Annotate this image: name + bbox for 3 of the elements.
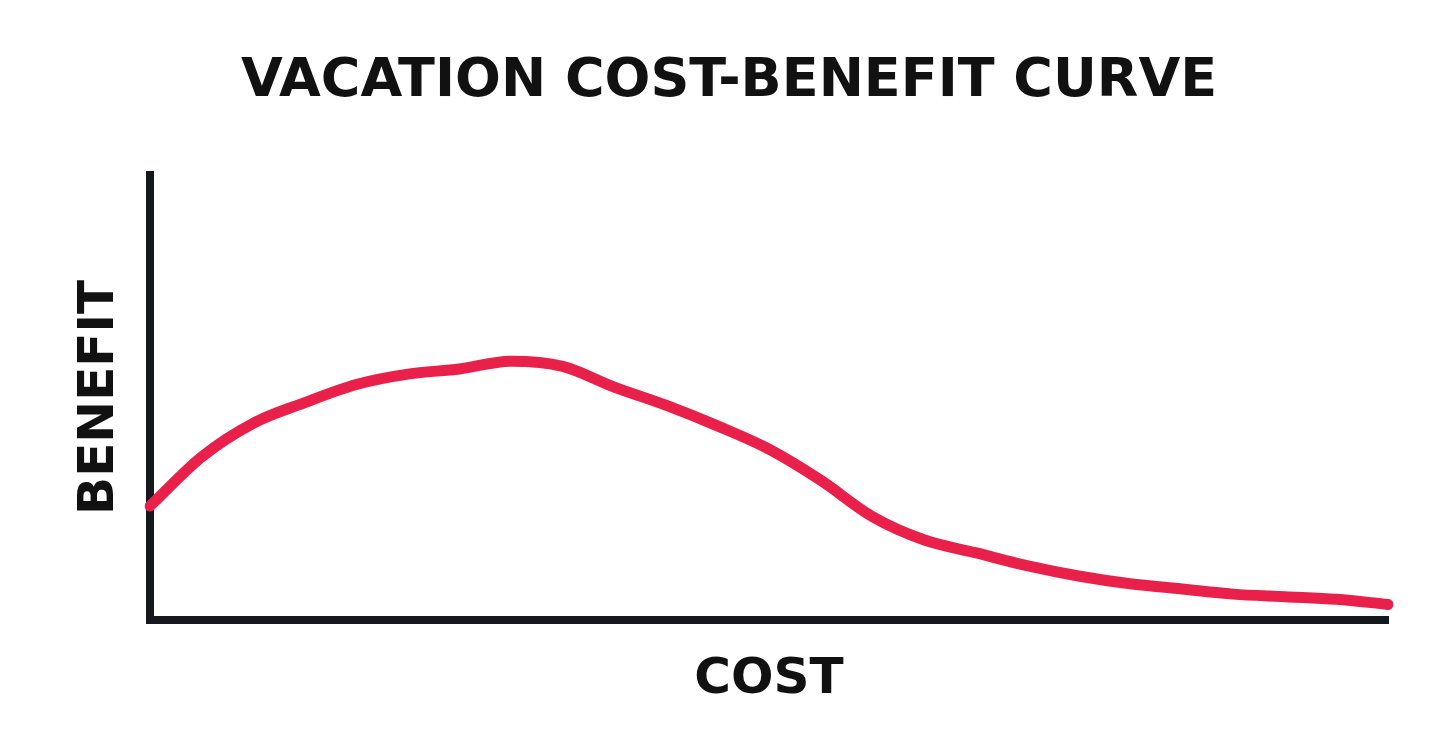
x-axis-title: COST xyxy=(694,646,844,705)
y-axis-title: BENEFIT xyxy=(66,279,125,515)
chart-title: VACATION COST-BENEFIT CURVE xyxy=(240,46,1218,110)
